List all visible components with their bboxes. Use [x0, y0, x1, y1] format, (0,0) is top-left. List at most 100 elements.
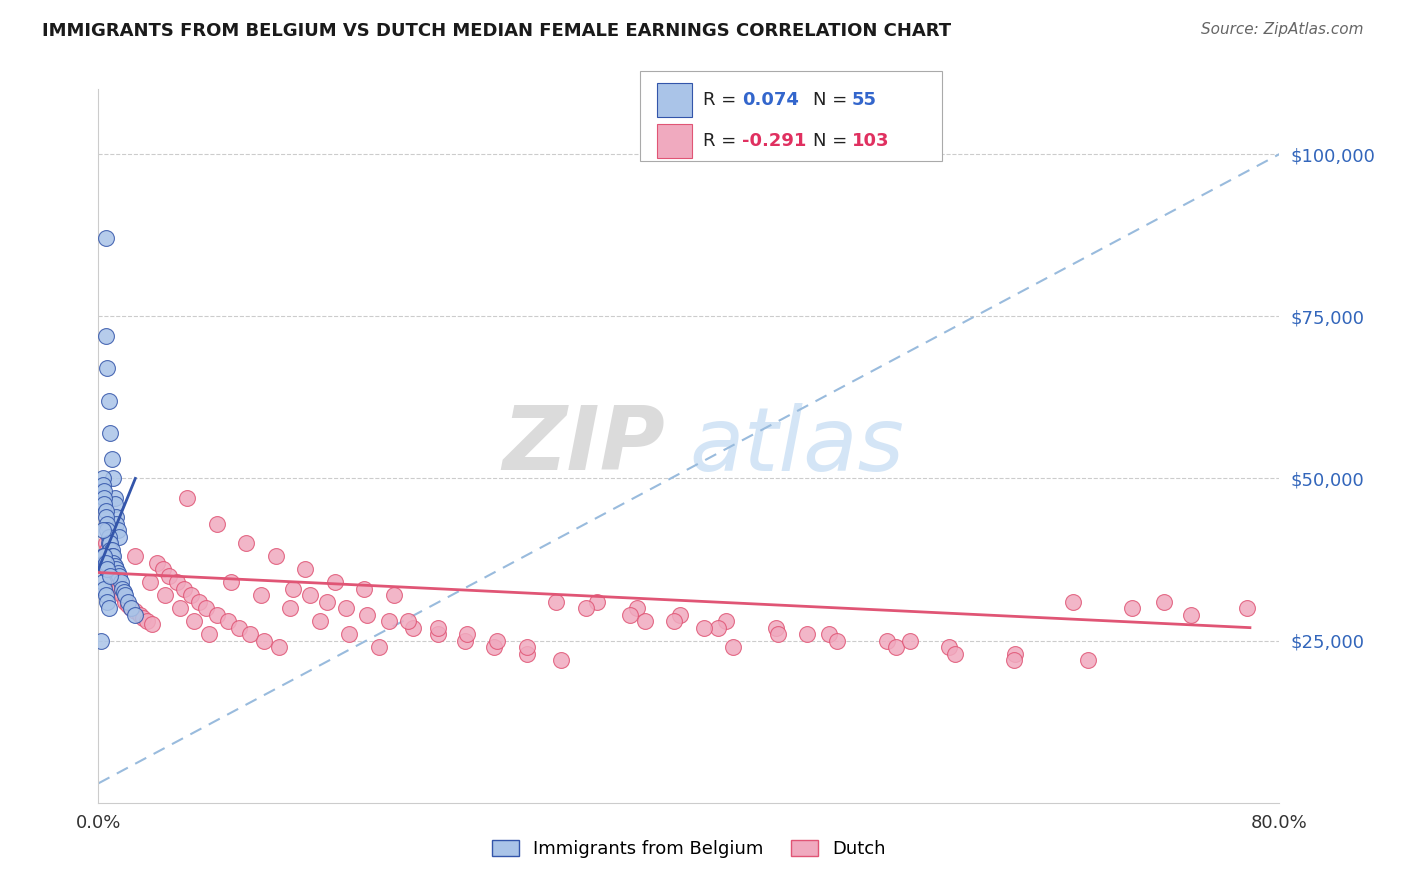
Point: [619, 607, 641, 622]
Point: [153, 588, 176, 602]
Point: [183, 614, 205, 628]
Point: [94, 510, 117, 524]
Point: [516, 647, 538, 661]
Point: [93, 549, 115, 564]
Point: [323, 575, 346, 590]
Point: [98, 542, 121, 557]
Point: [298, 588, 321, 602]
Point: [120, 601, 142, 615]
Point: [1180, 607, 1202, 622]
Point: [94, 504, 117, 518]
Point: [427, 621, 450, 635]
Point: [664, 614, 686, 628]
Point: [1002, 653, 1025, 667]
Point: [205, 516, 228, 531]
Point: [900, 633, 922, 648]
Point: [108, 582, 131, 596]
Point: [97, 530, 120, 544]
Point: [108, 530, 131, 544]
Point: [818, 627, 841, 641]
Point: [105, 516, 128, 531]
Point: [294, 562, 316, 576]
Point: [693, 621, 716, 635]
Point: [198, 627, 221, 641]
Point: [139, 575, 162, 590]
Point: [90, 633, 112, 648]
Point: [398, 614, 420, 628]
Point: [128, 607, 150, 622]
Point: [1077, 653, 1099, 667]
Point: [453, 633, 475, 648]
Point: [353, 582, 375, 596]
Point: [110, 585, 132, 599]
Point: [104, 572, 127, 586]
Point: [120, 601, 142, 615]
Point: [264, 549, 287, 564]
Point: [796, 627, 818, 641]
Text: R =: R =: [703, 91, 742, 109]
Text: -0.291: -0.291: [742, 132, 807, 150]
Point: [457, 627, 479, 641]
Point: [114, 595, 136, 609]
Point: [141, 617, 163, 632]
Point: [714, 614, 737, 628]
Point: [108, 568, 131, 582]
Point: [93, 484, 115, 499]
Point: [173, 582, 195, 596]
Point: [91, 575, 114, 590]
Point: [94, 231, 117, 245]
Point: [96, 562, 118, 576]
Point: [280, 601, 302, 615]
Point: [94, 536, 117, 550]
Point: [91, 478, 114, 492]
Point: [221, 575, 243, 590]
Point: [356, 607, 378, 622]
Point: [97, 536, 120, 550]
Point: [938, 640, 960, 654]
Point: [104, 497, 127, 511]
Point: [283, 582, 305, 596]
Point: [195, 601, 218, 615]
Point: [723, 640, 745, 654]
Point: [104, 491, 127, 505]
Point: [96, 524, 118, 538]
Point: [97, 549, 120, 564]
Point: [157, 568, 180, 582]
Point: [146, 556, 169, 570]
Point: [124, 604, 146, 618]
Point: [91, 549, 114, 564]
Point: [152, 562, 174, 576]
Point: [107, 566, 129, 580]
Legend: Immigrants from Belgium, Dutch: Immigrants from Belgium, Dutch: [485, 832, 893, 865]
Point: [267, 640, 290, 654]
Point: [107, 578, 129, 592]
Point: [1121, 601, 1143, 615]
Point: [114, 588, 136, 602]
Point: [100, 549, 122, 564]
Point: [111, 582, 134, 596]
Point: [546, 595, 568, 609]
Point: [1004, 647, 1026, 661]
Point: [765, 621, 787, 635]
Point: [634, 614, 657, 628]
Point: [309, 614, 332, 628]
Text: 0.074: 0.074: [742, 91, 799, 109]
Point: [626, 601, 648, 615]
Point: [93, 582, 115, 596]
Point: [316, 595, 339, 609]
Point: [124, 549, 146, 564]
Point: [382, 588, 405, 602]
Text: N =: N =: [813, 91, 852, 109]
Point: [104, 559, 127, 574]
Point: [486, 633, 509, 648]
Point: [176, 491, 198, 505]
Point: [235, 536, 257, 550]
Point: [1153, 595, 1175, 609]
Point: [482, 640, 505, 654]
Point: [136, 614, 159, 628]
Point: [100, 542, 122, 557]
Point: [1236, 601, 1258, 615]
Point: [96, 595, 118, 609]
Text: 55: 55: [852, 91, 877, 109]
Point: [111, 588, 134, 602]
